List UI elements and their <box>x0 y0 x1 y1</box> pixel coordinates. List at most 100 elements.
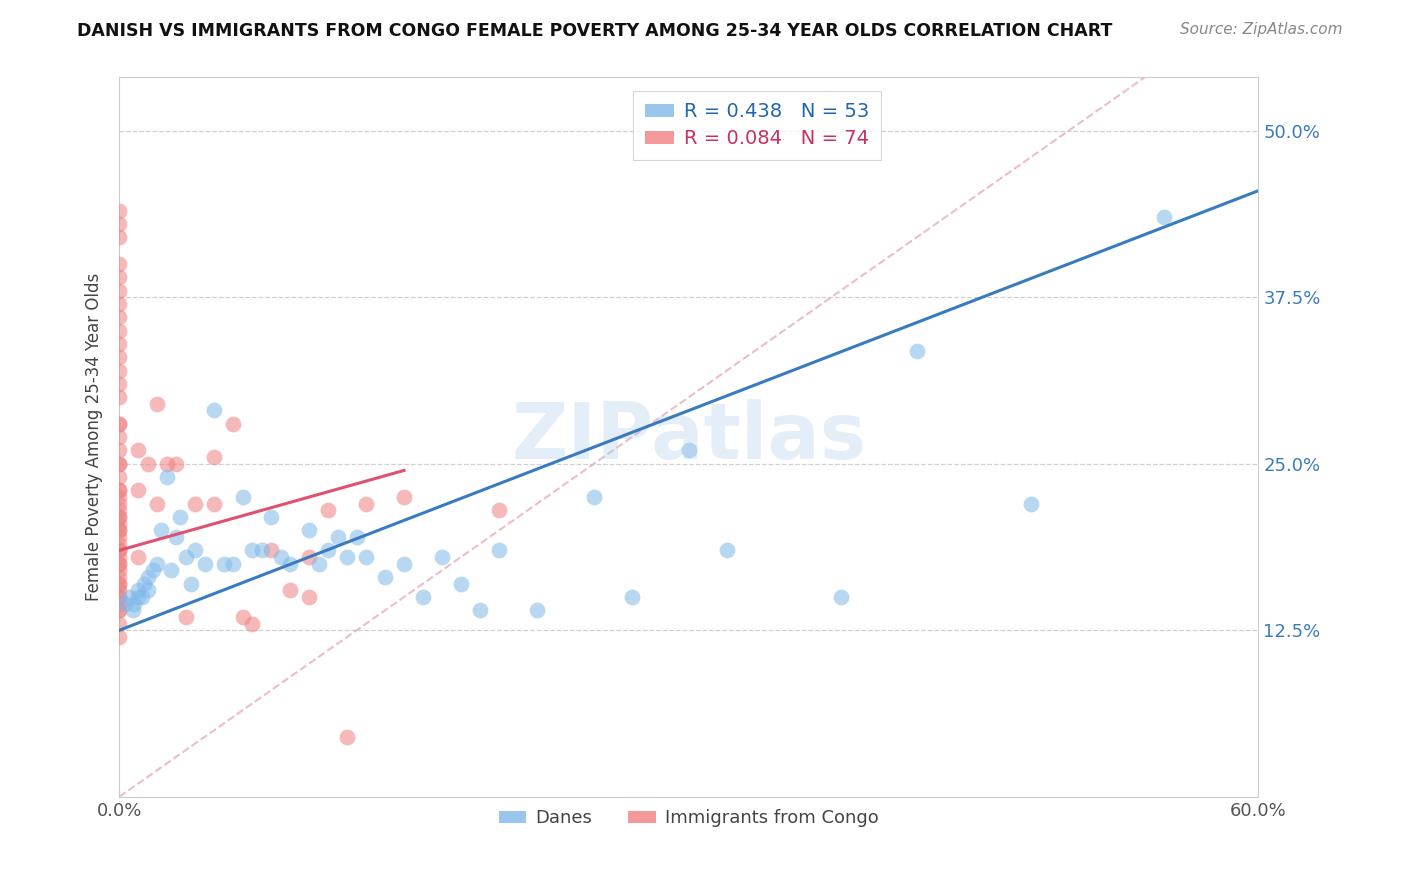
Point <box>232 490 254 504</box>
Point <box>240 543 263 558</box>
Point <box>108 503 131 517</box>
Point <box>108 570 131 584</box>
Point <box>582 490 605 504</box>
Point <box>108 630 131 644</box>
Point <box>156 457 179 471</box>
Point <box>298 549 321 564</box>
Point <box>316 503 339 517</box>
Legend: Danes, Immigrants from Congo: Danes, Immigrants from Congo <box>492 802 886 835</box>
Point <box>108 543 131 558</box>
Point <box>108 470 131 484</box>
Point <box>108 497 131 511</box>
Point <box>114 597 136 611</box>
Point <box>108 590 131 604</box>
Point <box>132 576 155 591</box>
Point <box>108 270 131 285</box>
Point <box>222 557 245 571</box>
Point <box>316 543 339 558</box>
Point <box>156 470 179 484</box>
Point <box>298 590 321 604</box>
Point <box>202 403 225 417</box>
Point <box>212 557 235 571</box>
Point <box>194 557 217 571</box>
Text: ZIPatlas: ZIPatlas <box>512 399 866 475</box>
Point <box>250 543 273 558</box>
Point <box>260 543 283 558</box>
Point <box>430 549 453 564</box>
Point <box>108 490 131 504</box>
Point <box>127 443 149 458</box>
Point <box>108 603 131 617</box>
Point <box>108 417 131 431</box>
Point <box>108 524 131 538</box>
Point <box>108 510 131 524</box>
Text: Source: ZipAtlas.com: Source: ZipAtlas.com <box>1180 22 1343 37</box>
Point <box>1153 211 1175 225</box>
Point <box>392 490 415 504</box>
Point <box>184 543 207 558</box>
Point <box>278 557 301 571</box>
Point <box>108 457 131 471</box>
Point <box>354 497 377 511</box>
Point <box>108 576 131 591</box>
Point <box>165 530 187 544</box>
Point <box>202 450 225 464</box>
Point <box>108 284 131 298</box>
Point <box>108 203 131 218</box>
Point <box>450 576 472 591</box>
Point <box>159 563 181 577</box>
Point <box>121 603 143 617</box>
Point <box>354 549 377 564</box>
Point <box>108 310 131 325</box>
Point <box>127 549 149 564</box>
Point <box>146 397 169 411</box>
Point <box>308 557 330 571</box>
Point <box>222 417 245 431</box>
Point <box>108 417 131 431</box>
Y-axis label: Female Poverty Among 25-34 Year Olds: Female Poverty Among 25-34 Year Olds <box>86 273 103 601</box>
Point <box>526 603 548 617</box>
Point <box>336 549 359 564</box>
Point <box>336 730 359 744</box>
Point <box>108 530 131 544</box>
Point <box>412 590 434 604</box>
Point <box>108 524 131 538</box>
Point <box>108 483 131 498</box>
Point <box>136 457 159 471</box>
Point <box>830 590 852 604</box>
Point <box>392 557 415 571</box>
Point <box>108 516 131 531</box>
Point <box>108 376 131 391</box>
Point <box>118 590 141 604</box>
Point <box>1019 497 1042 511</box>
Point <box>488 543 510 558</box>
Point <box>716 543 738 558</box>
Point <box>468 603 491 617</box>
Point <box>108 430 131 444</box>
Point <box>108 324 131 338</box>
Point <box>374 570 396 584</box>
Point <box>108 483 131 498</box>
Point <box>278 583 301 598</box>
Point <box>108 603 131 617</box>
Point <box>678 443 700 458</box>
Point <box>174 549 197 564</box>
Point <box>169 510 191 524</box>
Point <box>146 497 169 511</box>
Point <box>131 590 153 604</box>
Point <box>174 610 197 624</box>
Text: DANISH VS IMMIGRANTS FROM CONGO FEMALE POVERTY AMONG 25-34 YEAR OLDS CORRELATION: DANISH VS IMMIGRANTS FROM CONGO FEMALE P… <box>77 22 1112 40</box>
Point <box>240 616 263 631</box>
Point <box>108 336 131 351</box>
Point <box>108 390 131 404</box>
Point <box>346 530 368 544</box>
Point <box>108 217 131 231</box>
Point <box>202 497 225 511</box>
Point <box>108 350 131 364</box>
Point <box>108 510 131 524</box>
Point <box>905 343 928 358</box>
Point <box>108 583 131 598</box>
Point <box>108 363 131 377</box>
Point <box>108 537 131 551</box>
Point <box>165 457 187 471</box>
